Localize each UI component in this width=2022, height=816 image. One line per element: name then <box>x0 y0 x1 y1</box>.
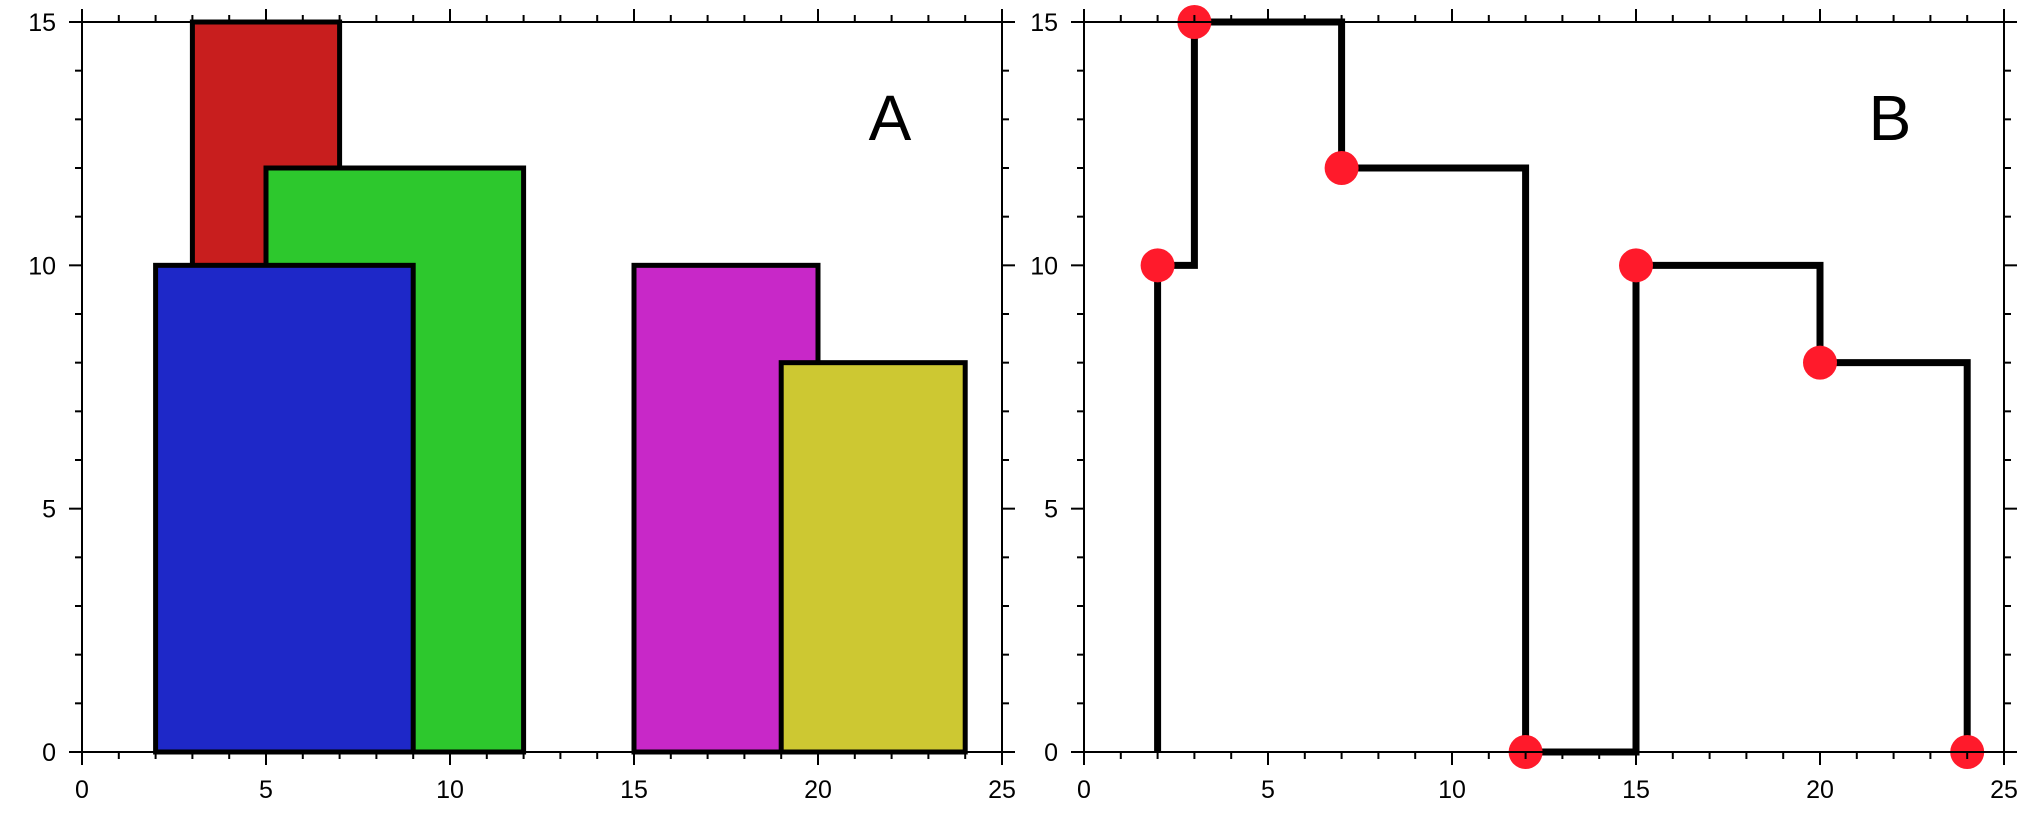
panel-a-y-tick-label: 15 <box>28 9 56 37</box>
key-point-1 <box>1140 248 1175 283</box>
panel-b-plot-area <box>1140 5 1985 769</box>
key-point-3 <box>1324 151 1359 185</box>
panel-b-x-tick-label: 10 <box>1438 776 1466 804</box>
panel-a-frame <box>81 21 1003 753</box>
panel-b-y-tick-label: 15 <box>1030 9 1058 37</box>
panel-b-x-tick-label: 0 <box>1077 776 1091 804</box>
panel-b-y-tick-label: 0 <box>1044 739 1058 767</box>
panel-b-x-tick-label: 5 <box>1261 776 1275 804</box>
panel-b-y-tick-label: 5 <box>1044 496 1058 524</box>
panel-b-x-tick-label: 25 <box>1990 776 2018 804</box>
building-bar-5 <box>778 360 968 755</box>
building-bar-3 <box>153 262 416 755</box>
panel-a-x-tick-label: 10 <box>436 776 464 804</box>
panel-b-x-tick-label: 15 <box>1622 776 1650 804</box>
panel-a-y-tick-label: 0 <box>42 739 56 767</box>
panel-a-y-tick-label: 5 <box>42 496 56 524</box>
panel-a: 0 5 10 15 20 25 0 5 10 15 A <box>28 9 1016 804</box>
key-point-6 <box>1803 345 1837 380</box>
panel-a-x-tick-label: 15 <box>620 776 648 804</box>
panel-a-x-tick-label: 25 <box>988 776 1016 804</box>
key-point-5 <box>1619 248 1653 283</box>
panel-a-label: A <box>869 82 912 154</box>
panel-b-y-tick-label: 10 <box>1030 252 1058 280</box>
panel-b-x-tick-label: 20 <box>1806 776 1834 804</box>
panel-a-axes: 0 5 10 15 20 25 0 5 10 15 <box>28 9 1016 804</box>
panel-a-plot-area <box>153 19 968 755</box>
panel-b-frame <box>1083 21 2005 753</box>
panel-b-label: B <box>1869 82 1912 154</box>
panel-a-x-tick-label: 5 <box>259 776 273 804</box>
panel-a-y-tick-label: 10 <box>28 252 56 280</box>
skyline-outline <box>1154 18 1971 756</box>
panel-a-x-tick-label: 20 <box>804 776 832 804</box>
panel-a-x-tick-label: 0 <box>75 776 89 804</box>
panel-b-axes: 0 5 10 15 20 25 0 5 10 15 <box>1030 9 2018 804</box>
panel-b: 0 5 10 15 20 25 0 5 10 15 B <box>1030 5 2018 804</box>
